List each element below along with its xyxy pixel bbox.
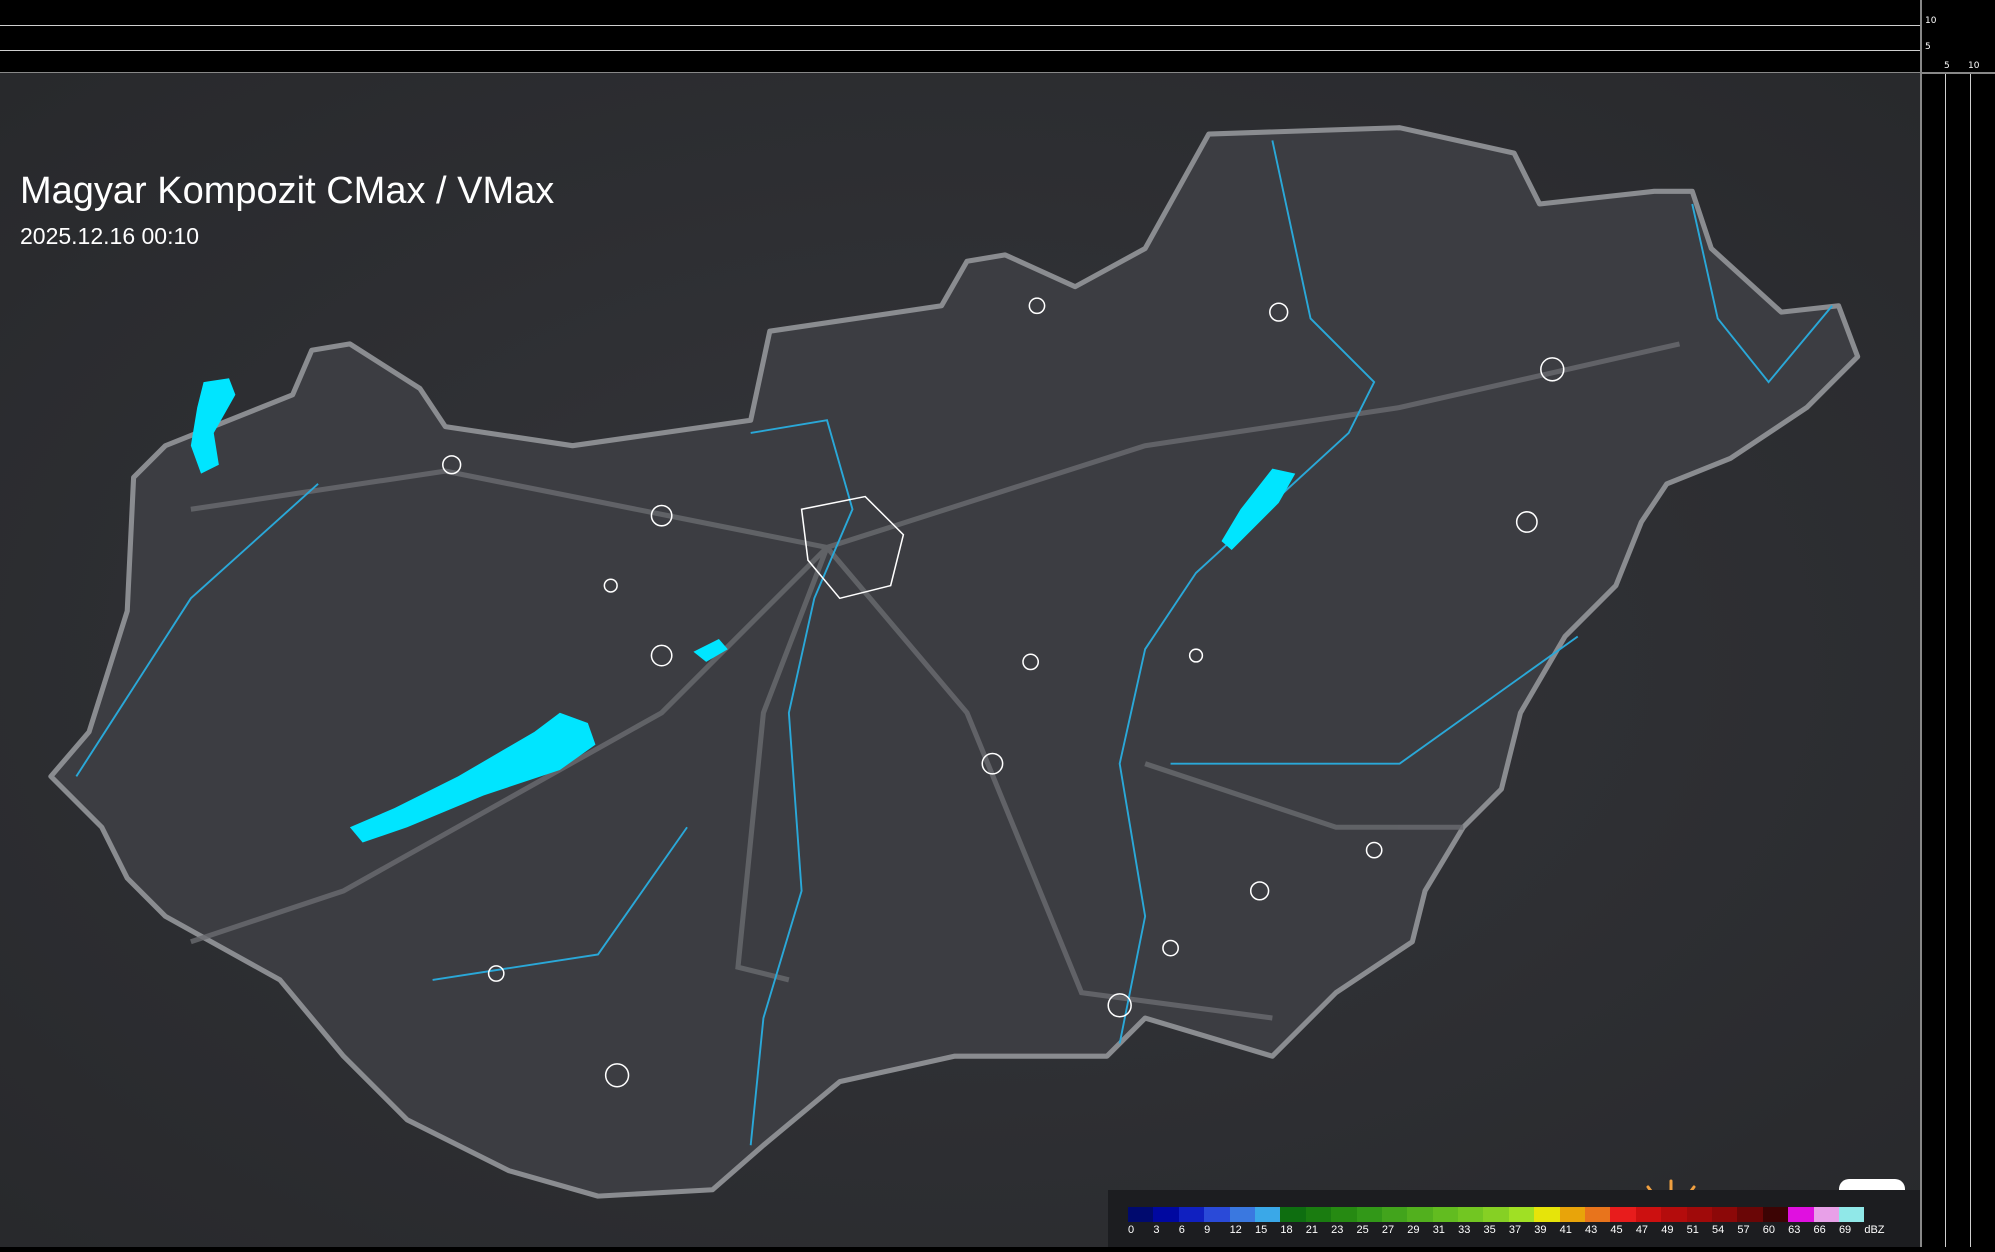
legend-swatch [1559,1207,1586,1222]
legend-label: 43 [1585,1224,1598,1236]
legend-swatch [1788,1207,1814,1222]
legend-swatch [1737,1207,1763,1222]
legend-swatch [1432,1207,1459,1222]
country-border [48,125,1861,1199]
rivers [75,140,1833,1146]
legend-swatch [1204,1207,1230,1222]
legend-label: 18 [1280,1224,1293,1236]
legend-swatch [1407,1207,1433,1222]
legend-swatch [1305,1207,1332,1222]
legend-label: 49 [1661,1224,1674,1236]
gridline [0,50,1920,51]
map-timestamp: 2025.12.16 00:10 [20,223,200,249]
legend-label: 37 [1508,1224,1522,1236]
legend-swatch [1661,1207,1687,1222]
legend-label: 33 [1458,1224,1471,1236]
radar-map[interactable]: Magyar Kompozit CMax / VMax 2025.12.16 0… [0,73,1920,1247]
legend-label: 0 [1128,1224,1135,1236]
legend-label: 15 [1254,1224,1268,1236]
panel-divider [1920,72,1995,74]
legend-label: 39 [1534,1224,1547,1236]
legend-label: 57 [1737,1224,1750,1236]
legend-swatch [1178,1207,1205,1222]
legend-swatch [1838,1207,1865,1222]
dbz-color-legend: 0 3 6 9 12 15 18 21 23 25 27 29 31 33 35 37 39 41 43 45 47 49… [1108,1190,1920,1247]
legend-swatch [1331,1207,1357,1222]
legend-swatch [1635,1207,1662,1222]
legend-label: 25 [1356,1224,1369,1236]
legend-swatch [1153,1207,1179,1222]
legend-label: 27 [1381,1224,1395,1236]
legend-swatch [1356,1207,1382,1222]
legend-color-bar [1128,1207,1865,1222]
map-svg [0,73,1920,1247]
right-cross-section-panel: 10 5 5 10 [1920,0,1995,1247]
roads [190,341,1681,1021]
legend-label: 3 [1153,1224,1160,1236]
legend-swatch [1711,1207,1738,1222]
legend-label: 31 [1432,1224,1445,1236]
map-title: Magyar Kompozit CMax / VMax [20,170,555,212]
legend-label: 45 [1610,1224,1623,1236]
legend-swatch [1254,1207,1281,1222]
tick-label: 5 [1944,61,1950,71]
legend-label: 69 [1838,1224,1852,1236]
legend-label: 54 [1711,1224,1725,1236]
legend-swatch [1508,1207,1535,1222]
legend-label: 12 [1229,1224,1242,1236]
legend-label: 47 [1635,1224,1649,1236]
legend-labels: 0 3 6 9 12 15 18 21 23 25 27 29 31 33 35 37 39 41 43 45 47 49… [1128,1224,1890,1236]
legend-label: 9 [1204,1224,1211,1236]
lake-velence [693,639,728,662]
gridline [1970,74,1971,1247]
legend-swatch [1280,1207,1306,1222]
legend-swatch [1610,1207,1636,1222]
lakes [190,378,1296,843]
legend-swatch [1458,1207,1484,1222]
legend-swatch [1813,1207,1839,1222]
legend-label: 41 [1559,1224,1572,1236]
legend-swatch [1534,1207,1560,1222]
tick-label: 5 [1925,42,1931,52]
legend-unit: dBZ [1864,1224,1885,1236]
gridline [1945,74,1946,1247]
legend-swatch [1585,1207,1611,1222]
lake-balaton [349,712,596,843]
legend-label: 63 [1788,1224,1801,1236]
legend-label: 51 [1686,1224,1699,1236]
legend-label: 60 [1762,1224,1776,1236]
legend-swatch [1483,1207,1509,1222]
legend-label: 35 [1483,1224,1496,1236]
legend-label: 23 [1331,1224,1344,1236]
legend-label: 66 [1813,1224,1826,1236]
tick-label: 10 [1925,16,1937,26]
settlements [442,297,1565,1088]
legend-label: 21 [1305,1224,1318,1236]
lake-tisza [1221,468,1296,550]
top-cross-section-panel [0,0,1920,74]
legend-swatch [1686,1207,1712,1222]
legend-label: 29 [1407,1224,1420,1236]
legend-swatch [1381,1207,1408,1222]
legend-swatch [1229,1207,1255,1222]
lake-neusiedl [190,378,236,474]
legend-label: 6 [1178,1224,1185,1236]
tick-label: 10 [1968,61,1980,71]
legend-swatch [1762,1207,1789,1222]
gridline [0,25,1920,26]
legend-swatch [1128,1207,1154,1222]
